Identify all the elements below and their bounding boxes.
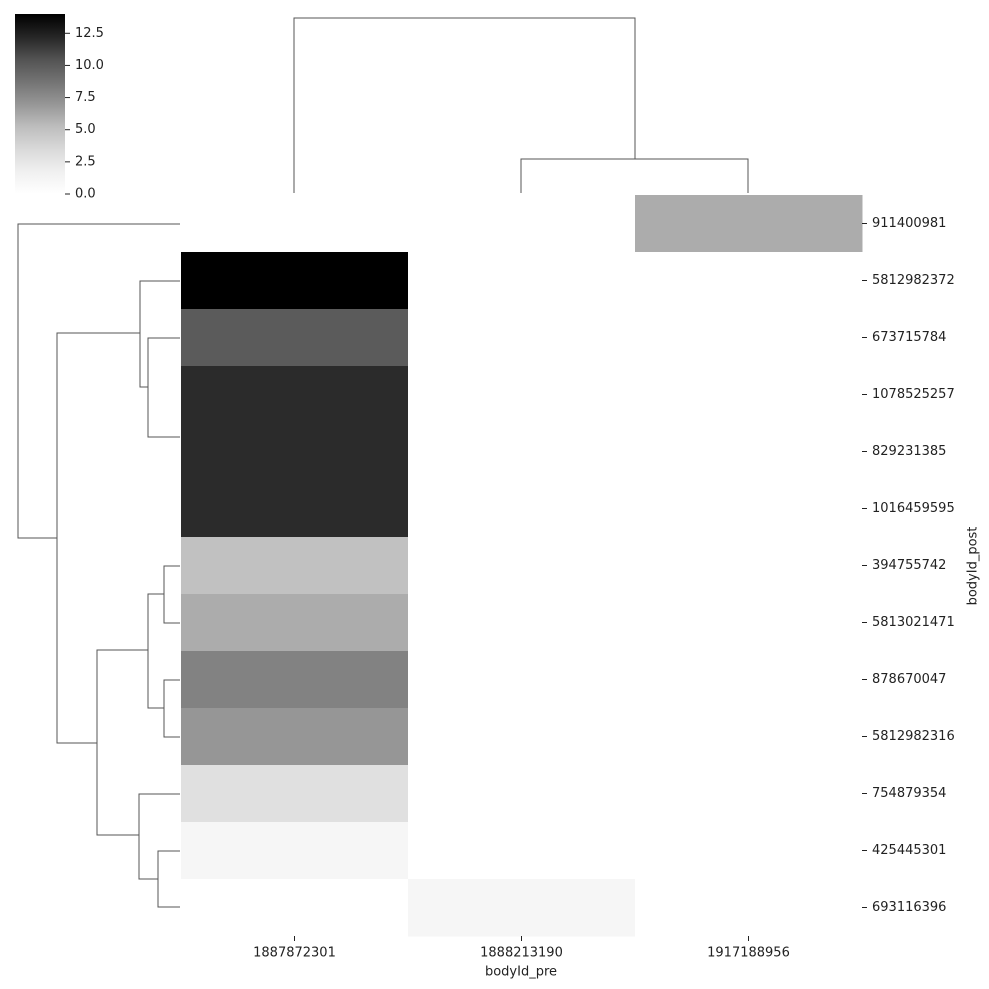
- heatmap-cell: [181, 708, 409, 766]
- colorbar-tick-label: 10.0: [75, 58, 104, 73]
- heatmap-cell: [635, 252, 863, 310]
- y-tick-label: 5812982316: [872, 729, 955, 744]
- heatmap-cell: [635, 423, 863, 481]
- heatmap-cell: [408, 252, 636, 310]
- y-tick-label: 878670047: [872, 672, 946, 687]
- heatmap-cell: [181, 651, 409, 709]
- heatmap-cell: [181, 366, 409, 424]
- y-tick-label: 754879354: [872, 786, 946, 801]
- y-tick-label: 5812982372: [872, 273, 955, 288]
- heatmap-cell: [408, 822, 636, 880]
- heatmap-cell: [635, 651, 863, 709]
- heatmap-cell: [408, 423, 636, 481]
- heatmap-cell: [635, 480, 863, 538]
- x-tick-label: 1888213190: [480, 946, 563, 961]
- y-tick-label: 1078525257: [872, 387, 955, 402]
- x-tick-label: 1917188956: [707, 946, 790, 961]
- row-dendrogram: [17, 223, 180, 908]
- y-tick-label: 673715784: [872, 330, 946, 345]
- heatmap-cell: [408, 708, 636, 766]
- heatmap-cell: [181, 480, 409, 538]
- heatmap-cell: [408, 537, 636, 595]
- colorbar-tick-label: 0.0: [75, 187, 96, 202]
- colorbar-tick-label: 12.5: [75, 26, 104, 41]
- heatmap-cell: [181, 594, 409, 652]
- heatmap-cell: [635, 366, 863, 424]
- heatmap-cell: [635, 594, 863, 652]
- colorbar-tick-label: 2.5: [75, 154, 96, 169]
- y-tick-label: 5813021471: [872, 615, 955, 630]
- heatmap-cell: [181, 879, 409, 937]
- heatmap-cell: [181, 765, 409, 823]
- x-axis-label: bodyId_pre: [485, 965, 557, 980]
- y-tick-label: 829231385: [872, 444, 946, 459]
- y-tick-label: 911400981: [872, 216, 946, 231]
- heatmap-cell: [635, 195, 863, 253]
- heatmap-cell: [408, 765, 636, 823]
- y-tick-label: 425445301: [872, 843, 946, 858]
- colorbar: [15, 14, 65, 194]
- y-axis-label: bodyId_post: [966, 527, 981, 606]
- heatmap-cell: [635, 765, 863, 823]
- y-tick-label: 693116396: [872, 900, 946, 915]
- heatmap-cell: [408, 480, 636, 538]
- x-tick-label: 1887872301: [253, 946, 336, 961]
- heatmap-cell: [181, 195, 409, 253]
- heatmap-cell: [635, 708, 863, 766]
- heatmap-cell: [408, 651, 636, 709]
- column-dendrogram: [293, 17, 749, 193]
- heatmap-cell: [181, 822, 409, 880]
- heatmap-cell: [635, 309, 863, 367]
- heatmap-cell: [635, 822, 863, 880]
- heatmap-cell: [635, 537, 863, 595]
- heatmap-cell: [408, 594, 636, 652]
- heatmap-cell: [635, 879, 863, 937]
- heatmap-cell: [181, 423, 409, 481]
- colorbar-tick-label: 5.0: [75, 122, 96, 137]
- heatmap-cell: [408, 366, 636, 424]
- heatmap-cell: [181, 309, 409, 367]
- y-tick-label: 1016459595: [872, 501, 955, 516]
- heatmap-cell: [181, 537, 409, 595]
- heatmap-cell: [408, 309, 636, 367]
- heatmap-cell: [408, 879, 636, 937]
- heatmap-cell: [181, 252, 409, 310]
- colorbar-tick-label: 7.5: [75, 90, 96, 105]
- y-tick-label: 394755742: [872, 558, 946, 573]
- heatmap-cell: [408, 195, 636, 253]
